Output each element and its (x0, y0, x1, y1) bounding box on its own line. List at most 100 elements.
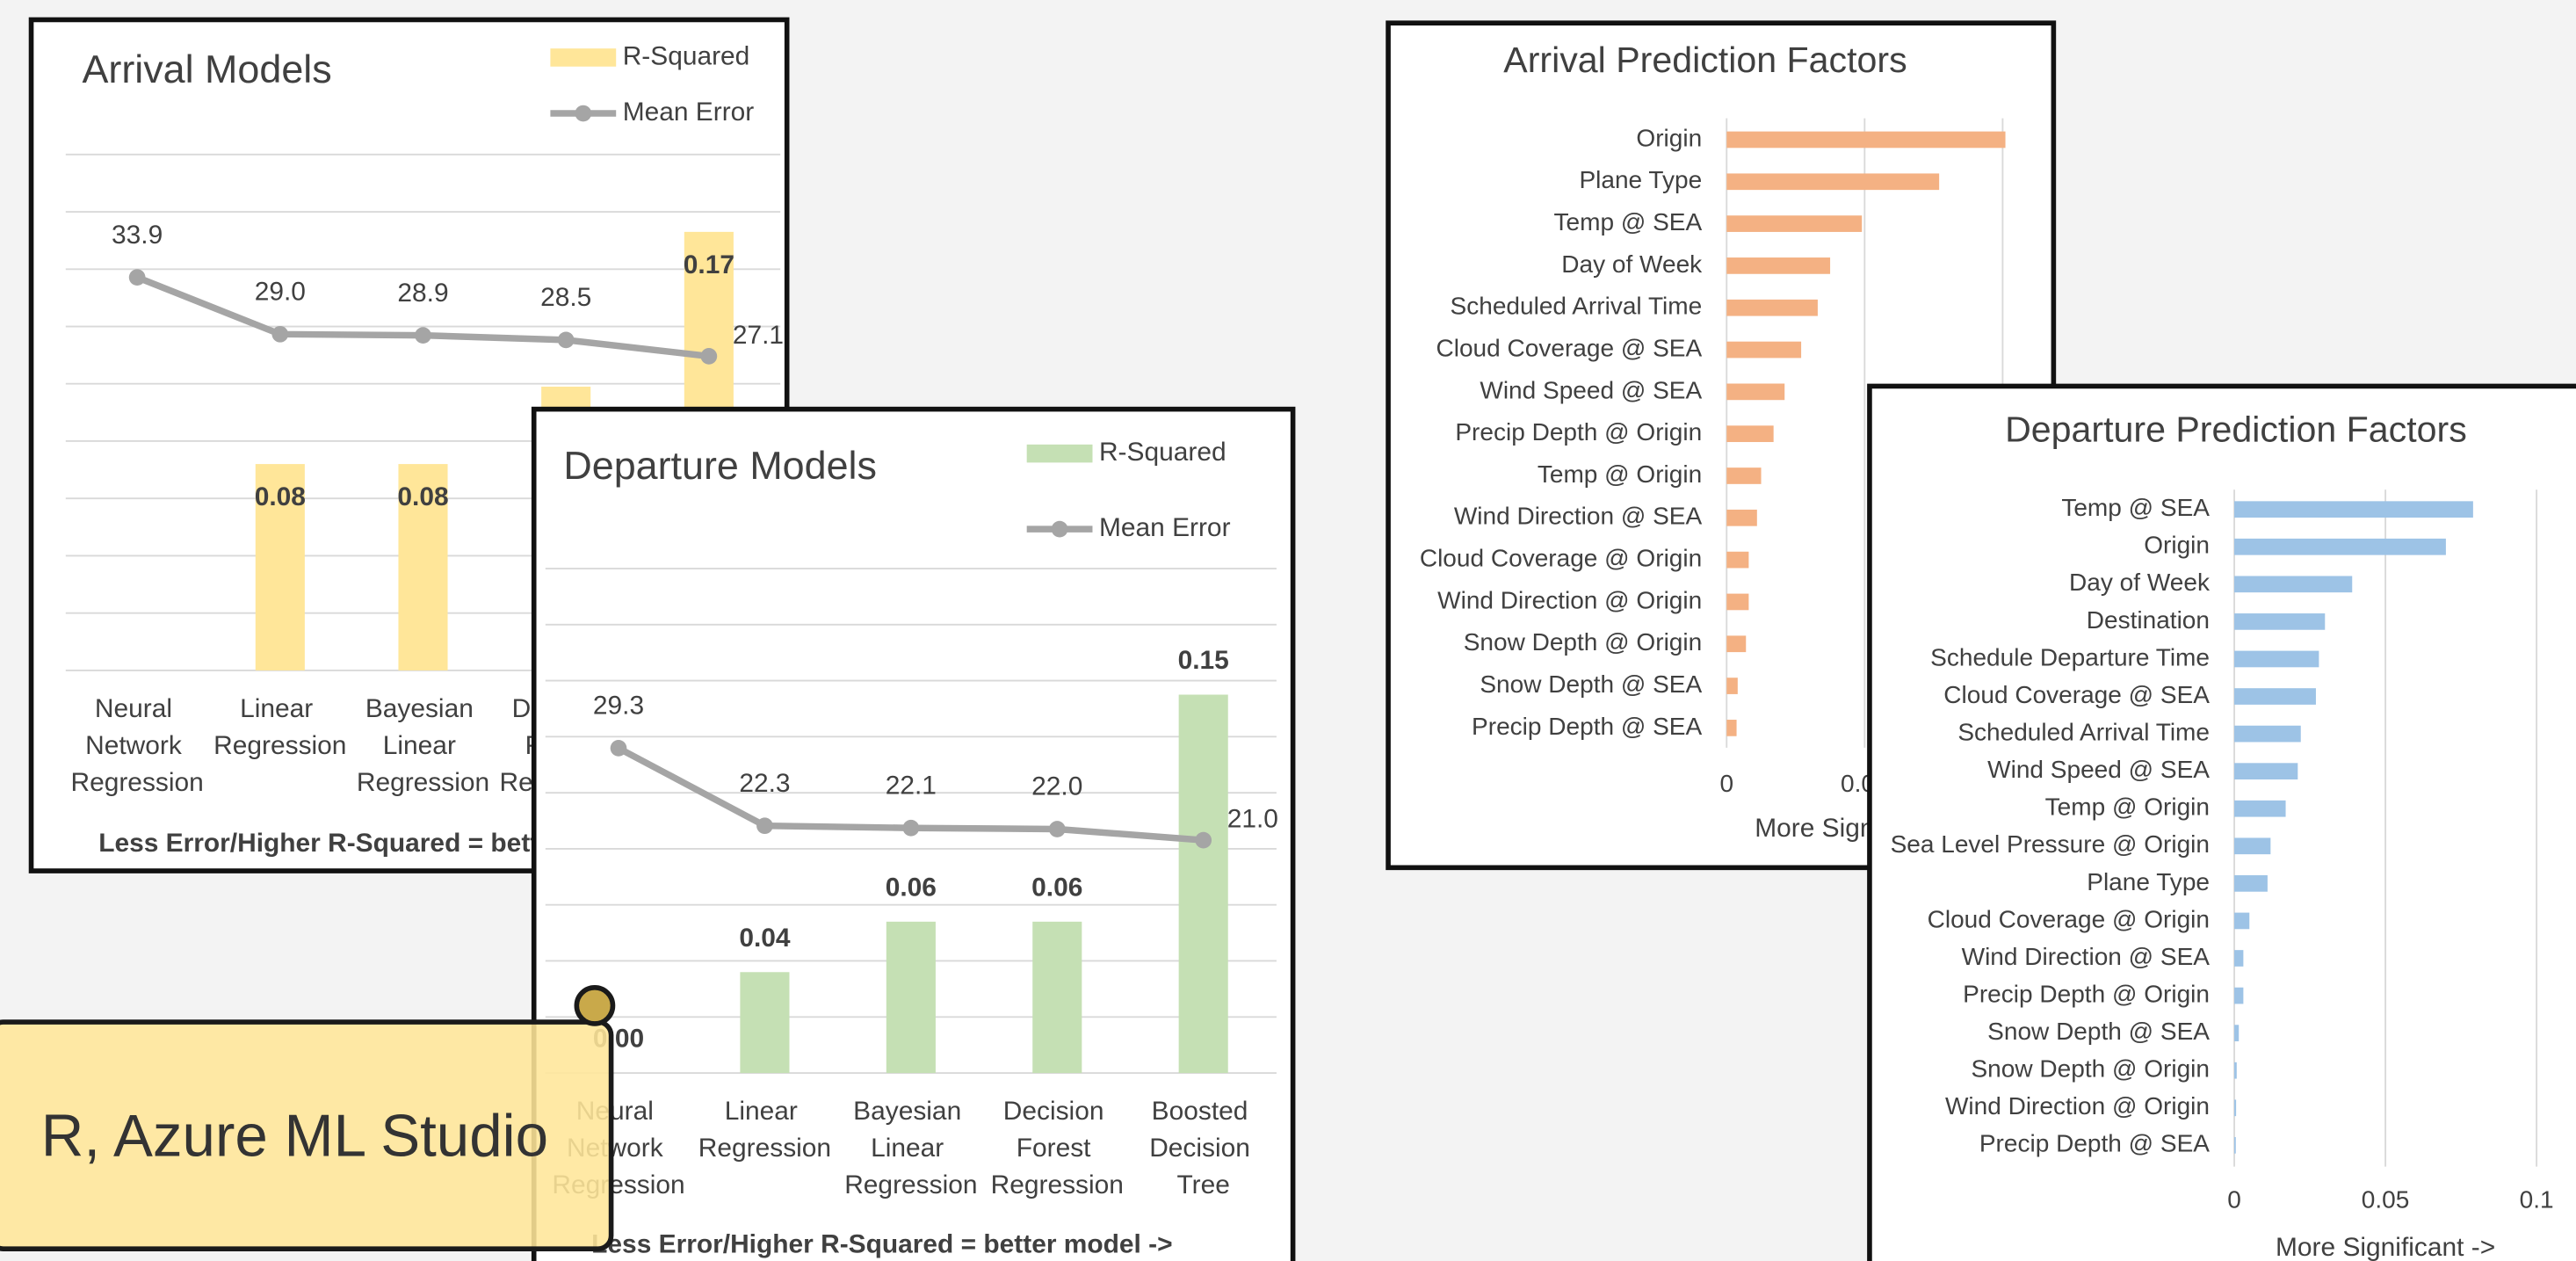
line-marker (415, 327, 431, 344)
chart-title: Departure Models (563, 443, 877, 488)
chart-title: Arrival Prediction Factors (1503, 40, 1907, 80)
y-tick-label: Precip Depth @ SEA (1979, 1130, 2210, 1157)
y-tick-label: Wind Speed @ SEA (1987, 756, 2210, 783)
banner-text: R, Azure ML Studio (41, 1104, 548, 1170)
bar (2234, 539, 2446, 555)
y-tick-label: Destination (2087, 606, 2210, 634)
y-tick-label: Snow Depth @ Origin (1971, 1055, 2210, 1083)
legend-label: Mean Error (623, 98, 755, 127)
y-tick-label: Snow Depth @ Origin (1464, 628, 1703, 656)
y-tick-label: Snow Depth @ SEA (1987, 1018, 2210, 1045)
y-tick-label: Cloud Coverage @ SEA (1436, 334, 1703, 361)
bar (2234, 801, 2285, 817)
bar (1726, 384, 1784, 401)
y-tick-label: Wind Direction @ SEA (1454, 503, 1703, 530)
bar (2234, 875, 2268, 892)
bar (1726, 300, 1818, 316)
bar (2234, 1062, 2237, 1079)
value-label: 22.3 (739, 769, 790, 798)
y-tick-label: Day of Week (2069, 569, 2211, 596)
line-marker (271, 326, 288, 343)
y-tick-label: Temp @ Origin (1538, 460, 1702, 488)
bar (1726, 215, 1862, 232)
y-tick-label: Snow Depth @ SEA (1480, 670, 1702, 698)
line-marker (756, 817, 773, 834)
bar (2234, 688, 2316, 705)
value-label: 28.9 (397, 279, 448, 308)
y-tick-label: Origin (1636, 124, 1702, 151)
bar (1726, 552, 1748, 569)
banner: R, Azure ML Studio (0, 988, 612, 1249)
y-tick-label: Scheduled Arrival Time (1957, 719, 2210, 746)
slide: Arrival ModelsR-SquaredMean ErrorNeural … (0, 0, 2576, 1261)
line-marker (903, 820, 920, 837)
bar (2234, 501, 2473, 518)
value-label: 0.04 (739, 924, 791, 953)
y-tick-label: Temp @ SEA (1554, 208, 1703, 236)
value-label: 0.17 (684, 250, 734, 279)
y-tick-label: Plane Type (2087, 868, 2210, 895)
value-label: 21.0 (1227, 805, 1278, 834)
bar (1726, 678, 1738, 694)
y-tick-label: Day of Week (1561, 250, 1703, 278)
y-tick-label: Wind Direction @ Origin (1437, 586, 1702, 613)
y-tick-label: Wind Speed @ SEA (1480, 376, 1702, 403)
y-tick-label: Sea Level Pressure @ Origin (1891, 830, 2210, 858)
y-tick-label: Cloud Coverage @ Origin (1420, 545, 1702, 572)
legend-label: Mean Error (1099, 513, 1231, 542)
bar (1032, 922, 1082, 1073)
bar (2234, 613, 2325, 630)
legend-swatch (550, 48, 616, 67)
line-marker (701, 348, 718, 365)
bar (1726, 173, 1939, 190)
x-axis-title: Less Error/Higher R-Squared = better mod… (591, 1229, 1172, 1258)
y-tick-label: Schedule Departure Time (1930, 643, 2210, 670)
y-tick-label: Temp @ Origin (2045, 794, 2210, 821)
y-tick-label: Cloud Coverage @ SEA (1943, 681, 2210, 708)
bar (1726, 635, 1746, 652)
value-label: 28.5 (540, 283, 591, 312)
bar (2234, 576, 2352, 592)
bar (740, 972, 789, 1073)
value-label: 0.08 (397, 482, 448, 511)
legend-swatch (1027, 445, 1093, 463)
page: {"chart_data": [ {"type": "combo", "titl… (0, 0, 2576, 1261)
bar (2234, 1025, 2239, 1041)
line-marker (129, 269, 146, 286)
value-label: 29.3 (593, 692, 644, 721)
banner-curl (576, 988, 612, 1024)
x-tick-label: 0.1 (2520, 1185, 2554, 1213)
y-tick-label: Wind Direction @ SEA (1962, 943, 2211, 970)
bar (2234, 763, 2297, 779)
y-tick-label: Precip Depth @ Origin (1455, 418, 1702, 446)
line-marker (1049, 821, 1066, 837)
bar (1726, 720, 1736, 736)
bar (886, 922, 936, 1073)
value-label: 0.08 (255, 482, 306, 511)
bar (2234, 1137, 2236, 1154)
value-label: 27.1 (733, 321, 784, 350)
bar (2234, 950, 2243, 967)
y-tick-label: Precip Depth @ Origin (1963, 980, 2210, 1007)
x-axis-title: More Significant -> (2276, 1233, 2495, 1261)
legend-swatch (575, 105, 591, 122)
value-label: 0.15 (1178, 646, 1229, 675)
bar (2234, 726, 2301, 743)
y-tick-label: Cloud Coverage @ Origin (1928, 905, 2210, 932)
legend-label: R-Squared (1099, 438, 1226, 467)
line-marker (558, 332, 575, 349)
line-marker (611, 740, 627, 757)
y-tick-label: Precip Depth @ SEA (1472, 713, 1702, 740)
value-label: 0.06 (886, 873, 937, 902)
bar (2234, 1099, 2236, 1116)
bar (2234, 988, 2243, 1004)
y-tick-label: Origin (2144, 532, 2210, 559)
bar (2234, 913, 2249, 930)
bar (1726, 510, 1757, 526)
bar (1726, 342, 1801, 359)
legend-swatch (1052, 521, 1068, 538)
y-tick-label: Plane Type (1579, 166, 1702, 193)
value-label: 29.0 (255, 277, 306, 306)
chart-title: Arrival Models (82, 47, 331, 91)
